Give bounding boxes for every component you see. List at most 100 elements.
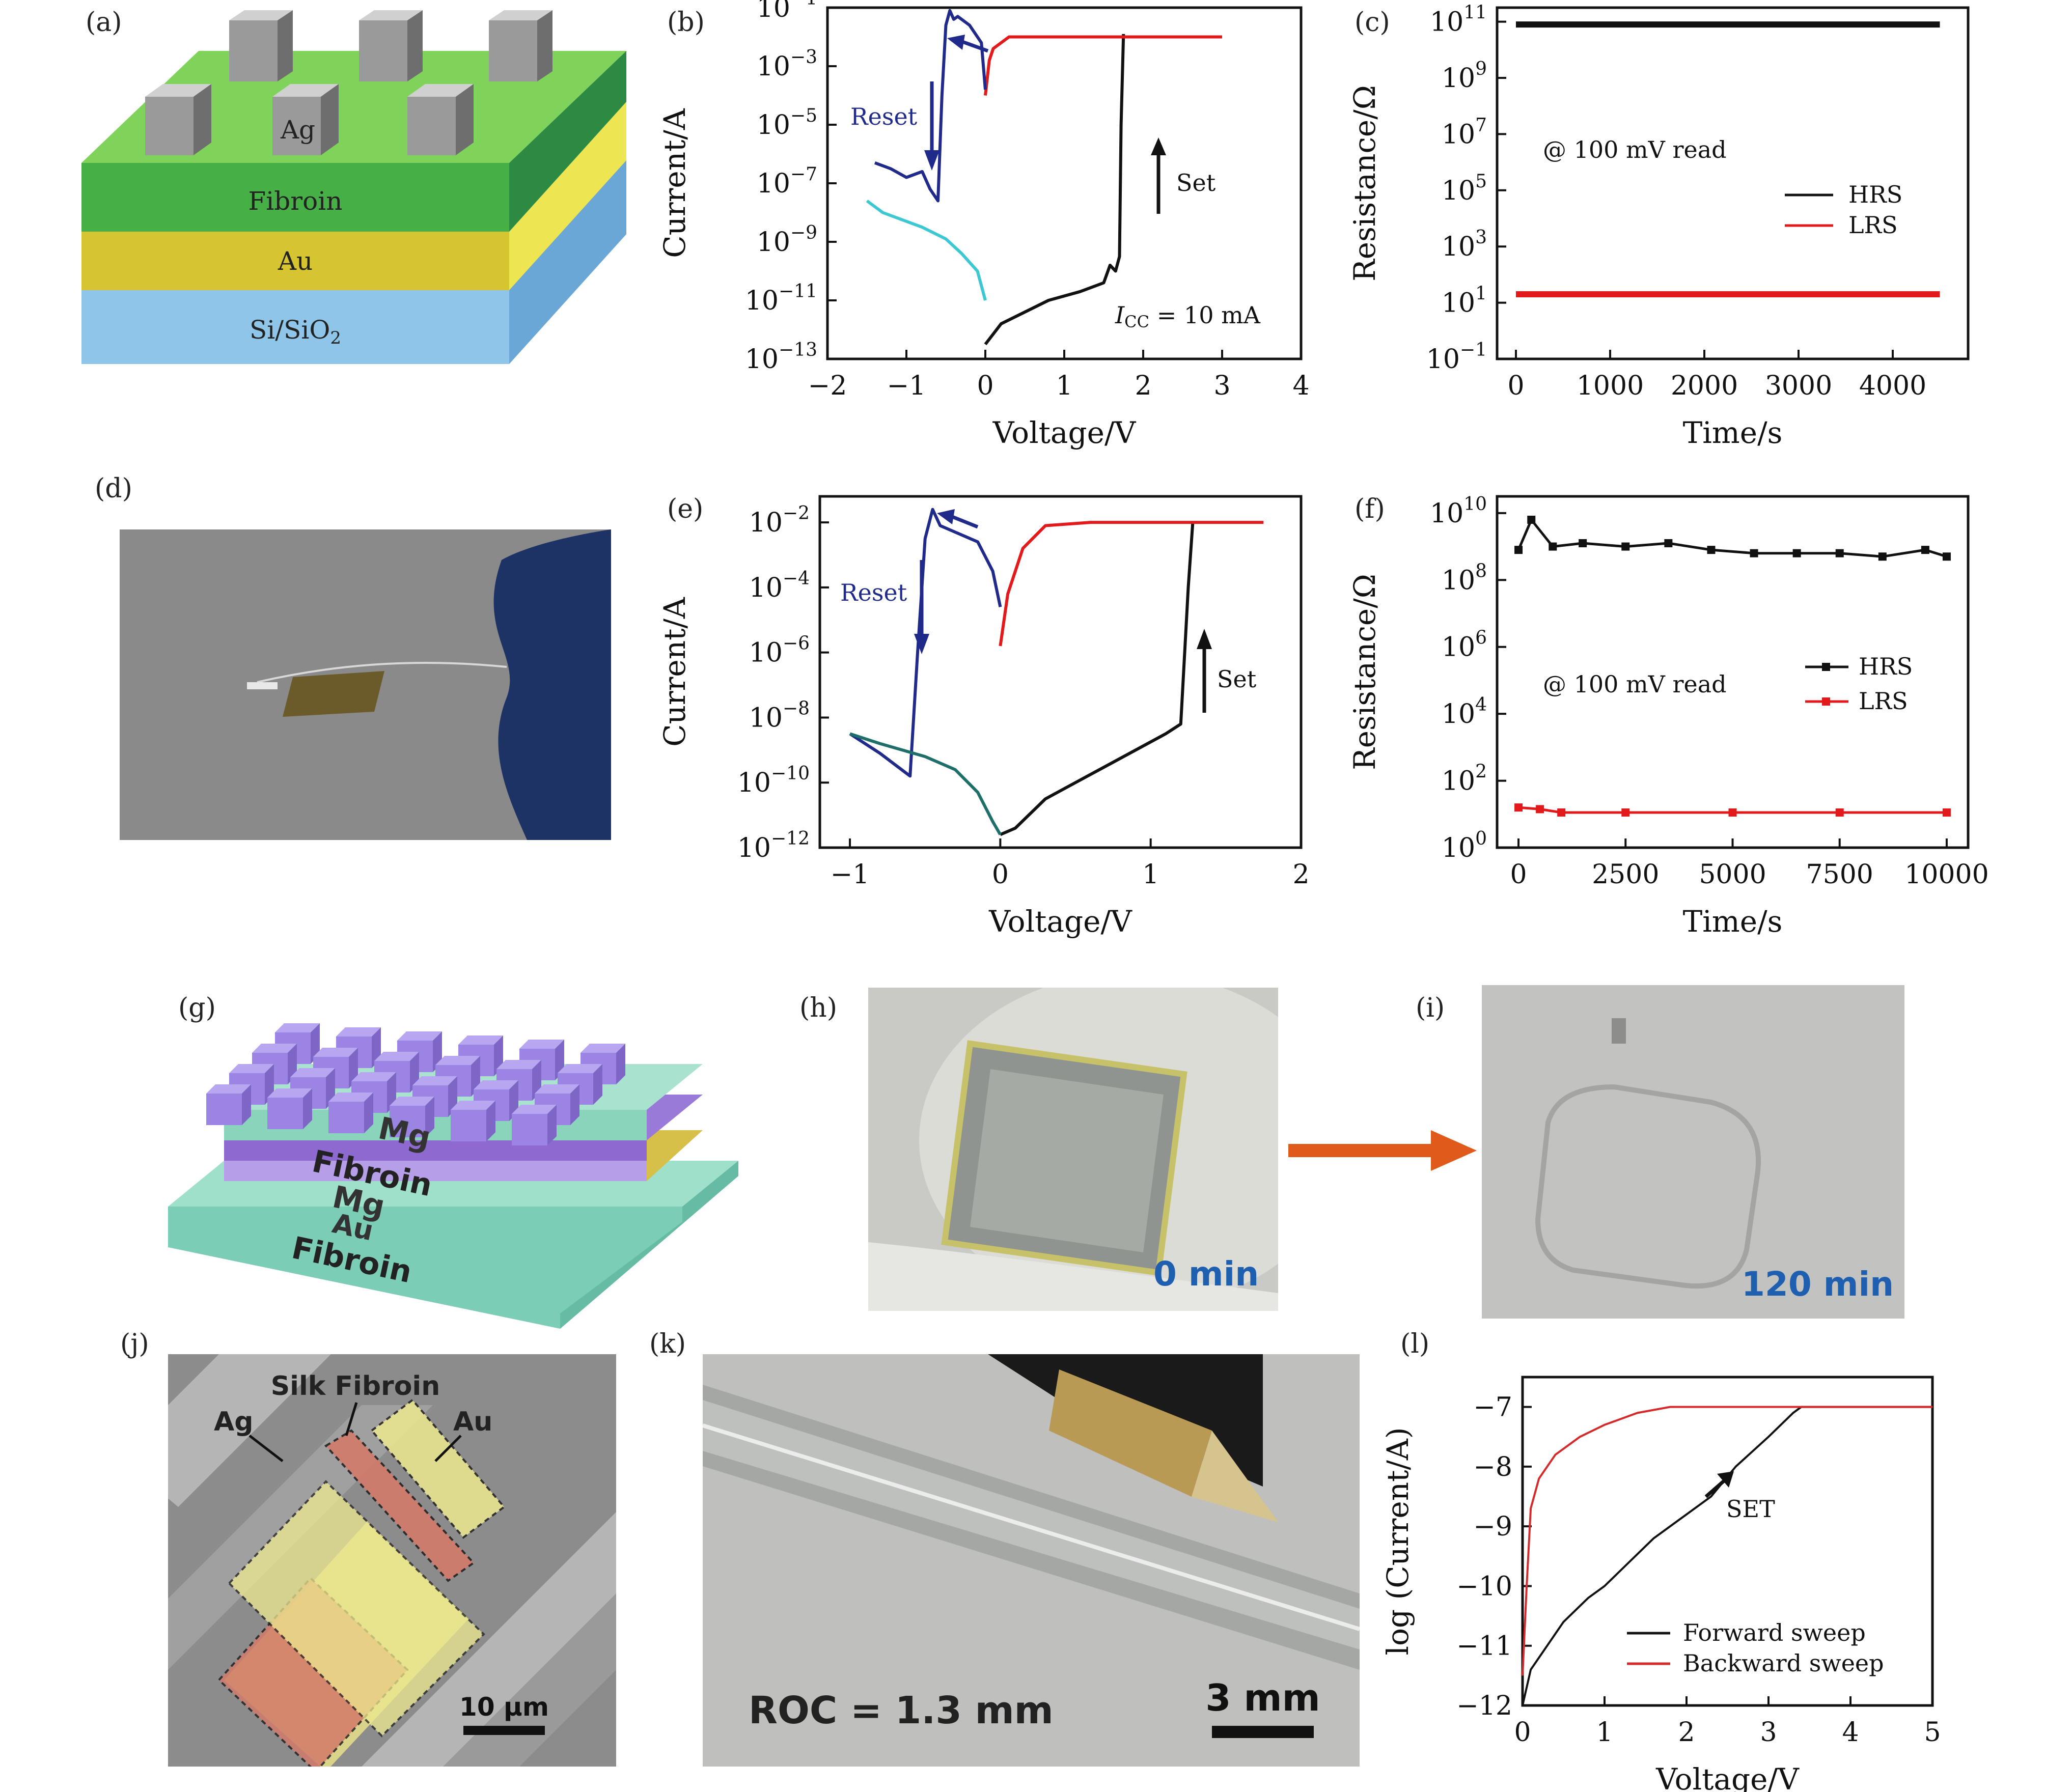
x-tick-label: 1 — [1056, 371, 1072, 401]
glove — [493, 529, 611, 840]
annotation-reset: Reset — [840, 579, 907, 606]
mg-electrode — [451, 1101, 495, 1141]
base-fibroin-side — [560, 1161, 738, 1329]
x-tick-label: 2000 — [1671, 371, 1738, 401]
mg-electrode — [512, 1105, 557, 1145]
mg-electrode-top — [206, 1084, 251, 1094]
ag-region-outline — [228, 1480, 485, 1738]
ag-electrode — [229, 10, 293, 81]
series-line — [874, 9, 987, 203]
y-tick-label: 1011 — [1430, 3, 1487, 38]
mg-electrode-side — [593, 1064, 602, 1105]
time-caption-0min: 0 min — [1153, 1254, 1259, 1294]
mg-electrode — [328, 1093, 373, 1133]
mg-electrode-array — [206, 1023, 625, 1145]
legend-label-lrs: LRS — [1859, 687, 1908, 715]
mg-electrode-side — [242, 1084, 251, 1125]
plot-frame — [1521, 1376, 1934, 1707]
y-tick-label: 109 — [1442, 59, 1487, 94]
dissolved-film-outline — [1535, 1084, 1761, 1289]
arrow-sweep-head — [947, 35, 965, 50]
mg-electrode-top — [397, 1031, 442, 1041]
mg-electrode-top — [229, 1064, 274, 1073]
series-line — [1517, 518, 1947, 558]
panel-label-k: (k) — [649, 1329, 686, 1359]
pointer-au — [434, 1435, 462, 1462]
y-tick-label: 102 — [1442, 762, 1487, 797]
x-tick-label: 0 — [1514, 1717, 1531, 1748]
mg-electrode — [267, 1088, 312, 1129]
y-tick-label: 103 — [1442, 227, 1487, 262]
label-au: Au — [453, 1407, 492, 1437]
y-tick-label: 1010 — [1430, 494, 1487, 529]
au-region — [370, 1398, 506, 1539]
data-point — [1579, 539, 1587, 547]
arrow-set-head — [1197, 629, 1212, 649]
chart-e: −1 0 1 2 10−2 10−4 10−6 10−8 10−10 10−12 Voltage/V… — [657, 495, 1310, 939]
x-tick-label: 7500 — [1806, 859, 1873, 890]
x-axis-label: Voltage/V — [988, 904, 1132, 939]
y-axis-label: Current/A — [657, 108, 692, 258]
roc-caption: ROC = 1.3 mm — [749, 1689, 1054, 1732]
panel-label-l: (l) — [1400, 1329, 1430, 1359]
dissolution-photo-0min: 0 min — [868, 988, 1278, 1311]
photo-background — [1482, 985, 1904, 1319]
x-tick-label: 2 — [1292, 859, 1309, 890]
fibroin-layer-front — [81, 163, 509, 232]
x-axis-label: Time/s — [1683, 904, 1783, 939]
residue — [1612, 1018, 1626, 1044]
y-tick-label: 10−7 — [757, 164, 817, 199]
x-tick-label: 0 — [992, 859, 1009, 890]
x-tick-label: 2 — [1678, 1717, 1695, 1748]
mg-electrode-top — [496, 1060, 541, 1069]
mg-electrode-side — [364, 1093, 373, 1133]
series-line — [1522, 1406, 1932, 1706]
panel-label-e: (e) — [667, 494, 704, 524]
y-tick-label: −9 — [1473, 1511, 1512, 1542]
x-tick-label: 1 — [1596, 1717, 1613, 1748]
time-caption-120min: 120 min — [1742, 1265, 1894, 1304]
y-tick-label: 10−6 — [749, 633, 810, 668]
y-axis-label: Current/A — [657, 597, 692, 747]
pen-tip — [1049, 1369, 1212, 1497]
y-tick-label: 10−12 — [737, 828, 810, 863]
annotation-read: @ 100 mV read — [1543, 670, 1727, 698]
legend-label-backward: Backward sweep — [1683, 1649, 1884, 1677]
x-tick-label: 4000 — [1859, 371, 1926, 401]
panel-label-j: (j) — [120, 1329, 149, 1359]
x-axis-label: Voltage/V — [1655, 1762, 1800, 1792]
mg-electrode-top — [458, 1035, 503, 1045]
y-tick-label: 104 — [1442, 694, 1487, 730]
stent-mesh — [703, 1400, 1360, 1649]
annotation-set: Set — [1176, 169, 1216, 197]
series-line — [866, 200, 987, 301]
y-axis-label: log (Current/A) — [1380, 1427, 1415, 1656]
mg-electrode-side — [425, 1097, 434, 1137]
mg-electrode-top — [328, 1093, 373, 1102]
y-tick-label: 10−1 — [1426, 340, 1487, 375]
x-axis-label: Voltage/V — [992, 415, 1137, 450]
y-tick-label: 10−11 — [745, 281, 817, 316]
y-tick-label: 105 — [1442, 171, 1487, 206]
y-tick-label: 106 — [1442, 628, 1487, 663]
ag-electrode — [489, 10, 552, 81]
data-point — [1707, 546, 1716, 554]
data-point — [1878, 552, 1887, 561]
y-tick-label: 100 — [1442, 828, 1487, 863]
x-tick-label: 4 — [1842, 1717, 1859, 1748]
x-tick-label: 0 — [1507, 371, 1524, 401]
stent-photo: ROC = 1.3 mm 3 mm — [703, 1354, 1360, 1767]
y-tick-label: 10−13 — [745, 340, 817, 375]
data-point — [1536, 805, 1544, 814]
mg-electrode-front — [267, 1098, 303, 1129]
y-tick-label: 107 — [1442, 115, 1487, 150]
dissolution-photo-120min: 120 min — [1482, 985, 1904, 1319]
mg-electrode-front — [328, 1102, 364, 1133]
x-tick-label: 1000 — [1577, 371, 1644, 401]
y-tick-label: 10−4 — [749, 568, 810, 603]
silk-fibroin-strip — [324, 1429, 476, 1582]
annotation-set: Set — [1217, 665, 1257, 693]
mg-electrode-side — [486, 1101, 495, 1141]
y-tick-label: 10−10 — [737, 763, 810, 798]
layer-label-substrate: Si/SiO2 — [250, 315, 341, 348]
